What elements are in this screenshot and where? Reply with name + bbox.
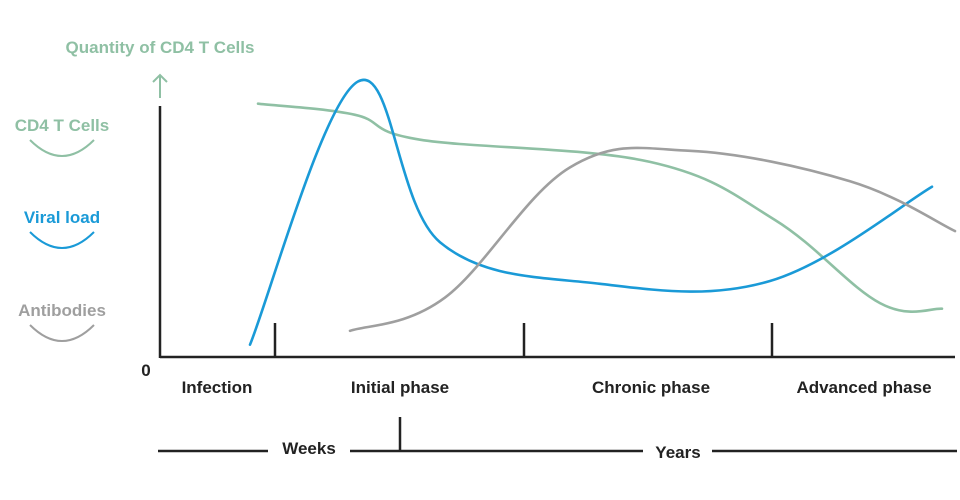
origin-label: 0: [141, 361, 150, 380]
cd4-curve: [256, 102, 944, 313]
phase-label-initial: Initial phase: [351, 378, 449, 397]
phase-label-advanced: Advanced phase: [796, 378, 931, 397]
up-arrow-icon: [152, 73, 168, 98]
phase-label-chronic: Chronic phase: [592, 378, 710, 397]
time-scale-years: Years: [655, 443, 700, 462]
legend-label-viral: Viral load: [24, 208, 100, 227]
legend-item-viral: Viral load: [24, 208, 100, 249]
antibodies-curve: [348, 146, 957, 333]
legend-swatch-viral: [29, 231, 95, 249]
viral-load-curve: [248, 78, 934, 346]
legend-swatch-cd4: [29, 139, 95, 157]
legend-label-cd4: CD4 T Cells: [15, 116, 109, 135]
legend-item-antibodies: Antibodies: [18, 301, 106, 342]
time-scale-weeks: Weeks: [282, 439, 336, 458]
series-layer: [248, 78, 957, 346]
legend-label-antibodies: Antibodies: [18, 301, 106, 320]
legend-swatch-antibodies: [29, 324, 95, 342]
legend-item-cd4: CD4 T Cells: [15, 116, 109, 157]
y-axis-title: Quantity of CD4 T Cells: [66, 38, 255, 57]
phase-label-infection: Infection: [182, 378, 253, 397]
legend: CD4 T Cells Viral load Antibodies: [15, 116, 109, 342]
